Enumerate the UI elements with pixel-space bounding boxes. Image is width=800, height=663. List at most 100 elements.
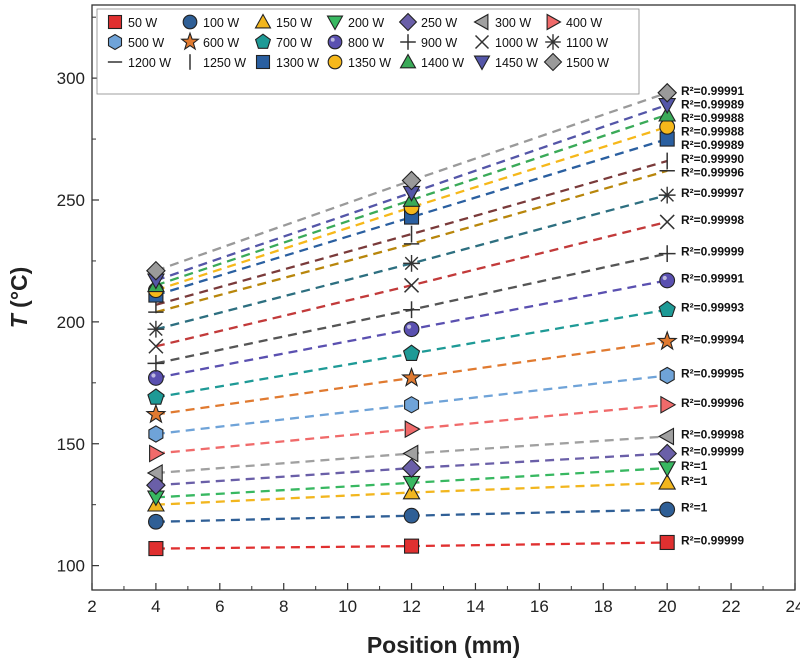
legend-label: 1450 W — [495, 56, 538, 70]
marker-600w-x4 — [145, 403, 167, 424]
legend-item-1350w: 1350 W — [327, 54, 391, 70]
marker-700w-x4 — [147, 388, 165, 405]
legend-label: 150 W — [276, 16, 312, 30]
marker-1500w-x4 — [146, 260, 166, 281]
marker-700w-x20 — [658, 300, 676, 318]
r2-label-300w: R²=0.99998 — [681, 427, 744, 441]
legend-label: 1100 W — [566, 36, 608, 50]
r2-label-900w: R²=0.99999 — [681, 245, 744, 259]
axis-labels: Position (mm) T (°C) — [6, 267, 520, 658]
legend-marker — [254, 33, 272, 49]
r2-label-600w: R²=0.99994 — [681, 332, 744, 346]
marker-1000w-x20 — [659, 214, 675, 230]
marker-250w-x4 — [146, 475, 166, 496]
x-tick-label: 22 — [722, 597, 741, 616]
marker-1500w-x12 — [401, 170, 422, 191]
r2-label-800w: R²=0.99991 — [681, 271, 744, 285]
legend-item-1250w: 1250 W — [189, 54, 246, 70]
x-tick-label: 2 — [87, 597, 96, 616]
data-markers — [145, 82, 678, 557]
r2-label-400w: R²=0.99996 — [681, 396, 744, 410]
legend-marker — [107, 33, 123, 51]
x-tick-label: 6 — [215, 597, 224, 616]
marker-50w-x20 — [659, 534, 675, 551]
legend-label: 500 W — [128, 36, 164, 50]
legend-item-1000w: 1000 W — [474, 34, 538, 50]
r2-label-1000w: R²=0.99998 — [681, 213, 744, 227]
legend-marker — [400, 34, 416, 50]
legend-item-1100w: 1100 W — [545, 34, 608, 50]
legend-item-700w: 700 W — [254, 33, 312, 50]
r2-label-250w: R²=0.99999 — [681, 445, 744, 459]
legend-label: 1400 W — [421, 56, 464, 70]
fit-line-1200w — [155, 169, 668, 314]
legend-marker — [254, 13, 272, 29]
x-tick-label: 10 — [338, 597, 357, 616]
legend-label: 1350 W — [348, 56, 391, 70]
legend-item-100w: 100 W — [182, 14, 239, 30]
legend-label: 300 W — [495, 16, 531, 30]
r2-label-100w: R²=1 — [681, 501, 708, 515]
r2-label-1500w: R²=0.99991 — [681, 84, 744, 98]
legend-item-150w: 150 W — [254, 13, 312, 30]
legend-item-1200w: 1200 W — [107, 56, 171, 70]
marker-1000w-x12 — [404, 277, 420, 293]
legend-marker — [180, 31, 200, 51]
marker-300w-x12 — [402, 444, 419, 463]
marker-50w-x12 — [403, 538, 420, 554]
marker-500w-x12 — [404, 396, 420, 414]
legend-item-500w: 500 W — [107, 33, 164, 51]
legend-item-50w: 50 W — [107, 14, 157, 30]
r2-label-1450w: R²=0.99989 — [681, 97, 744, 111]
marker-800w-x4 — [148, 370, 164, 386]
marker-100w-x20 — [659, 501, 676, 518]
legend-label: 700 W — [276, 36, 312, 50]
y-tick-label: 250 — [57, 191, 85, 210]
y-axis-label: T (°C) — [6, 267, 32, 329]
marker-1350w-x20 — [659, 118, 676, 135]
legend-marker — [182, 14, 198, 30]
marker-500w-x20 — [659, 366, 675, 385]
r2-label-1350w: R²=0.99988 — [681, 124, 744, 138]
marker-1100w-x4 — [147, 320, 165, 338]
legend-marker — [107, 14, 123, 30]
legend-item-300w: 300 W — [473, 13, 531, 31]
marker-400w-x12 — [404, 420, 421, 439]
r-squared-labels: R²=0.99991R²=0.99989R²=0.99988R²=0.99988… — [681, 84, 744, 548]
legend-marker — [473, 13, 489, 31]
legend: 50 W 100 W 150 W 200 W 250 W 300 W 400 W 500 W 6… — [96, 8, 640, 95]
x-tick-label: 4 — [151, 597, 160, 616]
fit-line-1250w — [155, 159, 668, 306]
marker-250w-x12 — [401, 458, 422, 478]
r2-label-1400w: R²=0.99988 — [681, 111, 744, 125]
legend-label: 400 W — [566, 16, 602, 30]
marker-300w-x4 — [146, 463, 163, 483]
legend-item-1300w: 1300 W — [255, 54, 319, 70]
legend-marker — [398, 12, 418, 32]
legend-marker — [543, 52, 563, 72]
x-tick-label: 8 — [279, 597, 288, 616]
marker-400w-x4 — [149, 444, 166, 463]
legend-item-1400w: 1400 W — [399, 53, 464, 70]
legend-marker — [473, 55, 491, 71]
y-tick-label: 150 — [57, 435, 85, 454]
marker-900w-x12 — [403, 301, 420, 319]
x-tick-label: 20 — [658, 597, 677, 616]
r2-label-50w: R²=0.99999 — [681, 533, 744, 547]
legend-item-1450w: 1450 W — [473, 55, 538, 71]
x-tick-label: 14 — [466, 597, 485, 616]
legend-label: 1250 W — [203, 56, 246, 70]
x-tick-label: 16 — [530, 597, 549, 616]
legend-label: 800 W — [348, 36, 384, 50]
y-tick-label: 200 — [57, 313, 85, 332]
legend-label: 1300 W — [276, 56, 319, 70]
legend-label: 900 W — [421, 36, 457, 50]
r2-label-700w: R²=0.99993 — [681, 301, 744, 315]
legend-item-900w: 900 W — [400, 34, 457, 50]
y-tick-label: 100 — [57, 557, 85, 576]
legend-marker — [546, 13, 562, 31]
legend-label: 1000 W — [495, 36, 538, 50]
marker-800w-x12 — [403, 321, 420, 338]
